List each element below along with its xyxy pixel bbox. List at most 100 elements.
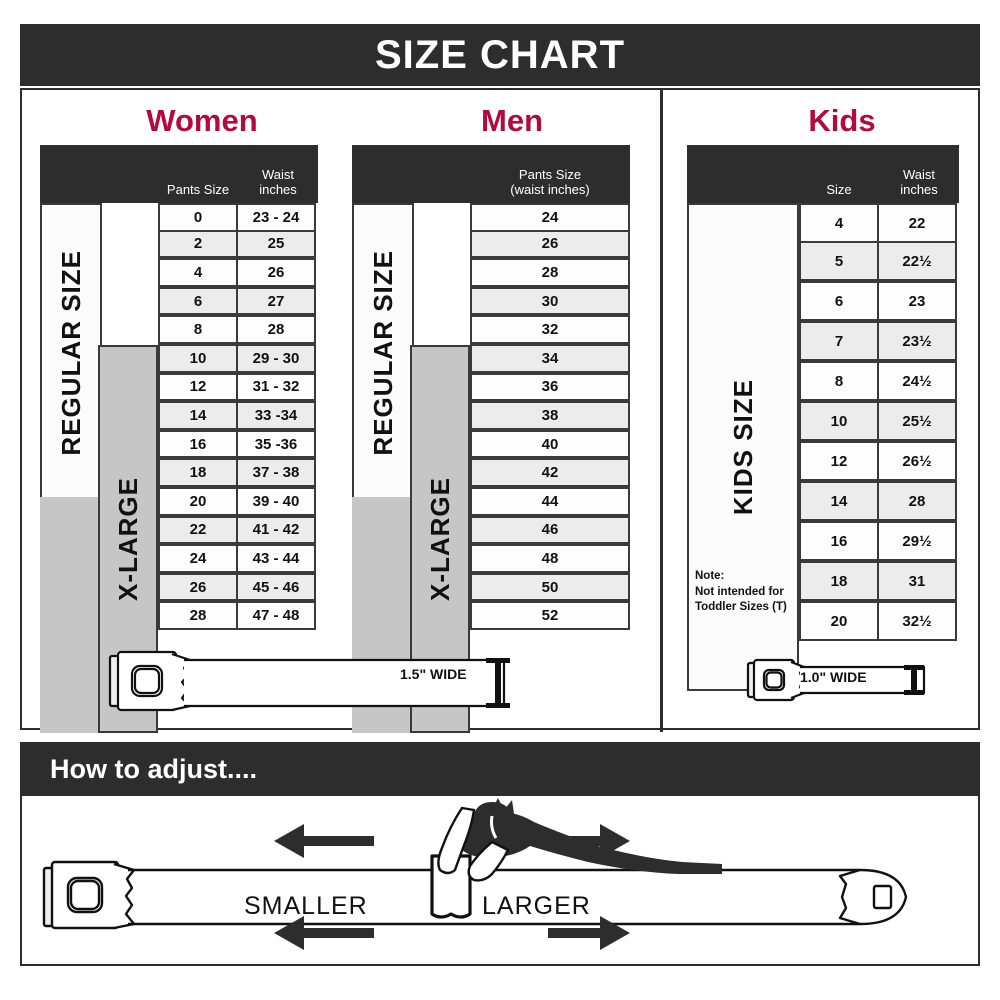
page-title: SIZE CHART bbox=[375, 33, 625, 77]
cell-waist: 35 -36 bbox=[236, 429, 316, 459]
belt-width-label-kids: 1.0" WIDE bbox=[800, 669, 867, 685]
cell-size: 2 bbox=[158, 229, 238, 259]
cell-waist: 24½ bbox=[877, 361, 957, 401]
cell-waist: 28 bbox=[877, 481, 957, 521]
cell-size: 26 bbox=[470, 229, 630, 259]
cell-size: 52 bbox=[470, 601, 630, 630]
belt-width-caliper-kids bbox=[904, 665, 924, 695]
cell-waist: 45 - 46 bbox=[236, 572, 316, 602]
cell-waist: 41 - 42 bbox=[236, 515, 316, 545]
cell-size: 30 bbox=[470, 286, 630, 316]
table-row: 28 47 - 48 bbox=[40, 601, 318, 632]
cell-size: 24 bbox=[158, 544, 238, 573]
table-row: 18 37 - 38 bbox=[40, 458, 318, 489]
arrow-right-top bbox=[548, 824, 630, 858]
table-row: 14 28 bbox=[687, 481, 959, 523]
cell-size: 5 bbox=[799, 241, 879, 281]
cell-size: 12 bbox=[799, 441, 879, 481]
table-row: 4 22 bbox=[687, 203, 959, 243]
cell-size: 7 bbox=[799, 321, 879, 361]
cell-waist: 23 - 24 bbox=[236, 203, 316, 232]
table-row: 24 43 - 44 bbox=[40, 544, 318, 575]
cell-waist: 27 bbox=[236, 286, 316, 316]
cell-size: 10 bbox=[158, 343, 238, 373]
cell-size: 20 bbox=[158, 486, 238, 516]
table-row: 32 bbox=[352, 315, 630, 346]
table-row: 18 31 bbox=[687, 561, 959, 603]
cell-waist: 26 bbox=[236, 258, 316, 287]
table-row: 48 bbox=[352, 544, 630, 575]
arrow-left-bottom bbox=[274, 916, 374, 950]
belt-width-caliper-adult bbox=[486, 658, 510, 708]
cell-size: 28 bbox=[470, 258, 630, 287]
cell-size: 32 bbox=[470, 315, 630, 344]
cell-waist: 29 - 30 bbox=[236, 343, 316, 373]
cell-size: 26 bbox=[158, 572, 238, 602]
cell-size: 46 bbox=[470, 515, 630, 545]
kids-note-line-2: Not intended for bbox=[695, 585, 784, 598]
table-row: 46 bbox=[352, 515, 630, 547]
cell-waist: 25½ bbox=[877, 401, 957, 441]
hand-illustration bbox=[458, 802, 722, 874]
title-bar: SIZE CHART bbox=[20, 24, 980, 86]
kids-header-waist: Waist inches bbox=[900, 167, 938, 198]
women-size-table: Pants Size Waist inches 0 23 - 24 2 25 4 26 6 27… bbox=[40, 145, 318, 733]
kids-table-header: Size Waist inches bbox=[687, 145, 959, 203]
cell-waist: 33 -34 bbox=[236, 401, 316, 430]
cell-size: 20 bbox=[799, 601, 879, 641]
table-row: 12 26½ bbox=[687, 441, 959, 483]
women-table-header: Pants Size Waist inches bbox=[40, 145, 318, 203]
cell-waist: 37 - 38 bbox=[236, 458, 316, 487]
kids-table-rows: 4 22 5 22½ 6 23 7 23½ 8 24½ 10 25½ 12 26½ 14 28 16 29½ 18 3… bbox=[687, 203, 959, 643]
table-row: 10 29 - 30 bbox=[40, 343, 318, 375]
how-to-adjust-heading: How to adjust.... bbox=[50, 753, 257, 784]
cell-size: 8 bbox=[158, 315, 238, 344]
cell-size: 4 bbox=[799, 203, 879, 243]
cell-size: 24 bbox=[470, 203, 630, 232]
cell-waist: 26½ bbox=[877, 441, 957, 481]
table-row: 28 bbox=[352, 258, 630, 289]
cell-waist: 31 - 32 bbox=[236, 372, 316, 402]
cell-size: 6 bbox=[799, 281, 879, 321]
belt-width-label-adult: 1.5" WIDE bbox=[400, 666, 467, 682]
table-row: 44 bbox=[352, 486, 630, 518]
table-row: 8 28 bbox=[40, 315, 318, 346]
arrow-right-bottom bbox=[548, 916, 630, 950]
cell-size: 28 bbox=[158, 601, 238, 630]
men-size-table: Pants Size (waist inches) 24 26 28 30 32 34 36 3… bbox=[352, 145, 630, 733]
cell-size: 14 bbox=[158, 401, 238, 430]
cell-waist: 22½ bbox=[877, 241, 957, 281]
adjust-label-smaller: SMALLER bbox=[244, 892, 368, 920]
women-regular-size-block: REGULAR SIZE bbox=[40, 203, 102, 503]
cell-size: 42 bbox=[470, 458, 630, 487]
kids-header-size: Size bbox=[826, 182, 852, 198]
column-heading-men: Men bbox=[481, 103, 543, 138]
table-row: 10 25½ bbox=[687, 401, 959, 443]
men-table-header: Pants Size (waist inches) bbox=[352, 145, 630, 203]
table-row: 30 bbox=[352, 286, 630, 318]
belt-adjust-illustration bbox=[42, 798, 908, 950]
cell-size: 38 bbox=[470, 401, 630, 430]
table-row: 16 29½ bbox=[687, 521, 959, 563]
cell-waist: 28 bbox=[236, 315, 316, 344]
cell-waist: 29½ bbox=[877, 521, 957, 561]
table-row: 20 39 - 40 bbox=[40, 486, 318, 518]
cell-size: 22 bbox=[158, 515, 238, 545]
table-row: 34 bbox=[352, 343, 630, 375]
kids-note: Note: Not intended for Toddler Sizes (T) bbox=[695, 569, 799, 616]
table-row: 26 45 - 46 bbox=[40, 572, 318, 604]
cell-size: 6 bbox=[158, 286, 238, 316]
arrow-left-top bbox=[274, 824, 374, 858]
table-row: 5 22½ bbox=[687, 241, 959, 283]
table-row: 2 25 bbox=[40, 229, 318, 261]
cell-waist: 22 bbox=[877, 203, 957, 243]
cell-size: 16 bbox=[158, 429, 238, 459]
cell-waist: 32½ bbox=[877, 601, 957, 641]
table-row: 6 23 bbox=[687, 281, 959, 323]
cell-waist: 43 - 44 bbox=[236, 544, 316, 573]
hand-fingers bbox=[437, 806, 510, 882]
cell-size: 0 bbox=[158, 203, 238, 232]
men-table-rows: 24 26 28 30 32 34 36 38 40 42 44 46 48 50 52 bbox=[352, 203, 630, 632]
kids-note-line-3: Toddler Sizes (T) bbox=[695, 601, 787, 614]
